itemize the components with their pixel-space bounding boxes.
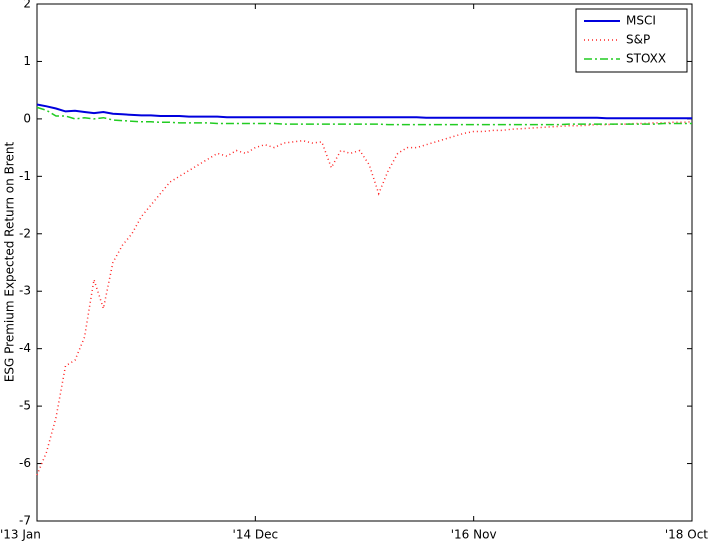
y-tick-label: -4	[19, 341, 31, 355]
y-tick-label: 1	[23, 54, 31, 68]
y-tick-label: 0	[23, 111, 31, 125]
legend-box	[575, 8, 688, 73]
legend-label: STOXX	[626, 52, 666, 66]
y-tick-label: -5	[19, 399, 31, 413]
legend-label: MSCI	[626, 14, 656, 28]
legend-label: S&P	[626, 33, 650, 47]
y-tick-label: 2	[23, 0, 31, 11]
y-tick-label: -3	[19, 284, 31, 298]
x-tick-label: '13 Jan	[0, 528, 41, 541]
series-line	[36, 121, 693, 476]
x-tick-label: '18 Oct	[665, 528, 708, 541]
x-tick-label: '14 Dec	[233, 528, 279, 541]
y-axis-label: ESG Premium Expected Return on Brent	[3, 142, 17, 383]
y-tick-label: -1	[19, 169, 31, 183]
series-line	[36, 103, 692, 120]
y-tick-label: -2	[19, 226, 31, 240]
y-tick-label: -7	[19, 514, 31, 528]
series-line	[36, 106, 692, 126]
plot-frame	[36, 3, 693, 522]
x-tick-label: '16 Nov	[451, 528, 497, 541]
y-tick-label: -6	[19, 456, 31, 470]
